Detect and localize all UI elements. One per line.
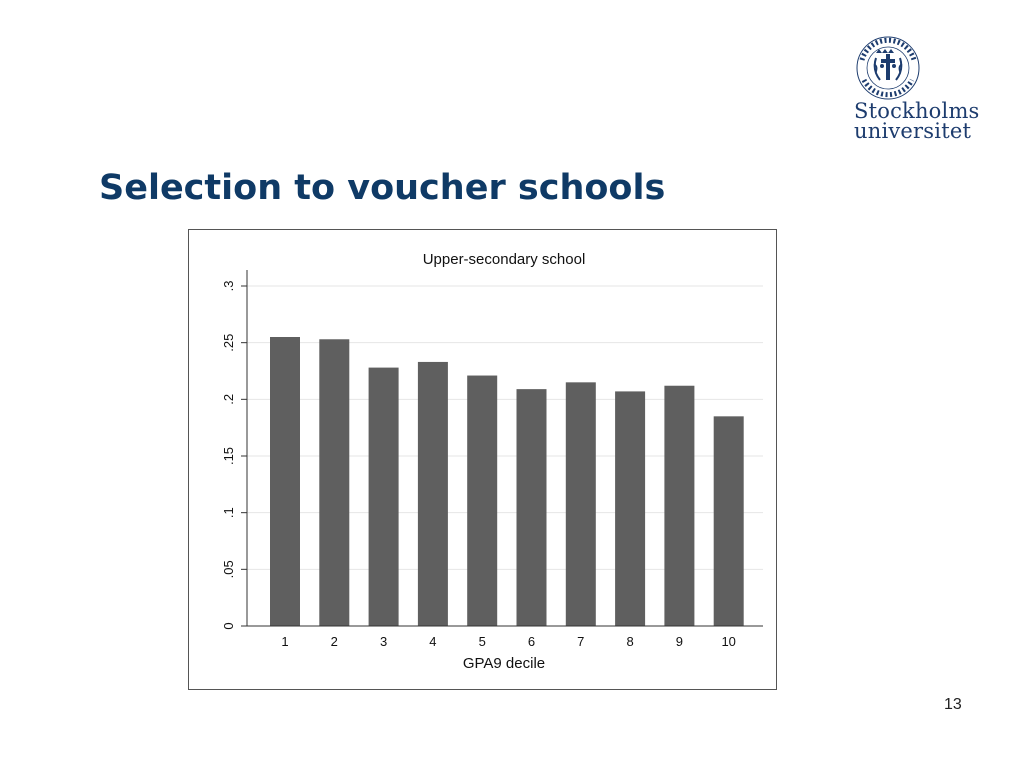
stockholm-university-seal-icon bbox=[856, 36, 920, 100]
y-tick-label: .15 bbox=[221, 447, 236, 465]
y-tick-label: .25 bbox=[221, 334, 236, 352]
logo-wordmark-line2: universitet bbox=[854, 119, 972, 143]
chart-frame: Upper-secondary school GPA9 decile 0 .05.… bbox=[188, 229, 777, 690]
bar-decile-4 bbox=[417, 361, 448, 626]
bar-decile-7 bbox=[565, 382, 596, 626]
axes: 0 .05 .1 .15 .2 .25 .3 1 2 3 4 5 6 7 8 9 10 bbox=[221, 270, 763, 649]
y-tick-label: .1 bbox=[221, 507, 236, 518]
bar-decile-3 bbox=[368, 367, 399, 626]
bar-decile-2 bbox=[319, 339, 350, 626]
y-tick-label: 0 bbox=[221, 622, 236, 629]
page-number: 13 bbox=[944, 696, 962, 713]
x-tick-label: 8 bbox=[626, 634, 633, 649]
x-tick-label: 1 bbox=[281, 634, 288, 649]
x-tick-label: 3 bbox=[380, 634, 387, 649]
bar-decile-5 bbox=[467, 375, 498, 626]
slide-title: Selection to voucher schools bbox=[99, 168, 666, 208]
y-tick-label: .2 bbox=[221, 394, 236, 405]
x-axis-label: GPA9 decile bbox=[463, 655, 545, 672]
x-tick-label: 7 bbox=[577, 634, 584, 649]
y-tick-label: .05 bbox=[221, 560, 236, 578]
x-tick-label: 2 bbox=[331, 634, 338, 649]
bars bbox=[270, 337, 744, 626]
x-tick-label: 4 bbox=[429, 634, 436, 649]
logo-wordmark-line1: Stockholms bbox=[854, 99, 980, 123]
x-tick-label: 9 bbox=[676, 634, 683, 649]
bar-decile-8 bbox=[615, 391, 646, 626]
chart-title: Upper-secondary school bbox=[423, 251, 586, 268]
x-tick-label: 10 bbox=[721, 634, 735, 649]
x-tick-label: 5 bbox=[479, 634, 486, 649]
bar-chart: Upper-secondary school GPA9 decile 0 .05.… bbox=[221, 251, 763, 672]
bar-decile-9 bbox=[664, 385, 695, 626]
x-tick-label: 6 bbox=[528, 634, 535, 649]
bar-decile-10 bbox=[713, 416, 744, 626]
bar-decile-6 bbox=[516, 389, 547, 626]
y-tick-label: .3 bbox=[221, 281, 236, 292]
bar-decile-1 bbox=[270, 337, 300, 626]
